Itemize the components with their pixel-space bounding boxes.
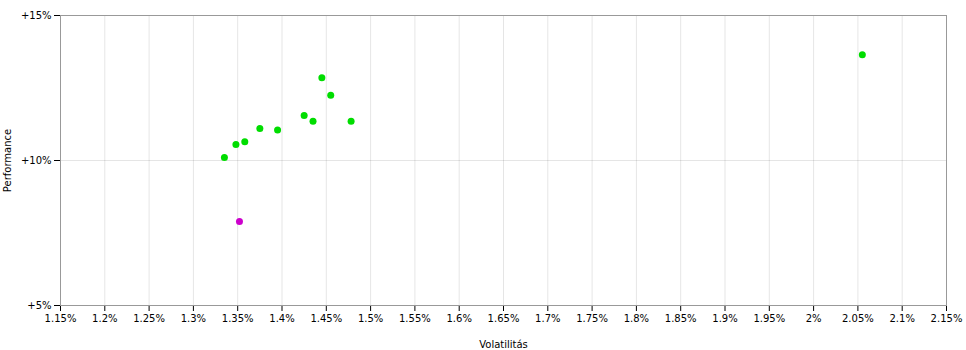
svg-text:1.6%: 1.6% — [446, 313, 471, 324]
svg-text:1.2%: 1.2% — [92, 313, 117, 324]
svg-text:1.45%: 1.45% — [310, 313, 342, 324]
svg-text:2.05%: 2.05% — [842, 313, 874, 324]
svg-text:1.7%: 1.7% — [535, 313, 560, 324]
svg-text:2%: 2% — [806, 313, 822, 324]
svg-text:Volatilitás: Volatilitás — [479, 339, 528, 350]
svg-text:1.25%: 1.25% — [133, 313, 165, 324]
svg-text:1.3%: 1.3% — [181, 313, 206, 324]
svg-text:+10%: +10% — [21, 155, 52, 166]
svg-text:1.95%: 1.95% — [753, 313, 785, 324]
svg-text:1.35%: 1.35% — [222, 313, 254, 324]
svg-text:2.15%: 2.15% — [931, 313, 963, 324]
svg-text:Performance: Performance — [2, 129, 13, 192]
svg-text:1.85%: 1.85% — [665, 313, 697, 324]
svg-text:1.8%: 1.8% — [624, 313, 649, 324]
svg-text:1.75%: 1.75% — [576, 313, 608, 324]
svg-text:1.5%: 1.5% — [358, 313, 383, 324]
svg-text:+5%: +5% — [27, 300, 51, 311]
svg-text:1.65%: 1.65% — [488, 313, 520, 324]
svg-text:1.9%: 1.9% — [712, 313, 737, 324]
svg-text:2.1%: 2.1% — [889, 313, 914, 324]
svg-text:1.4%: 1.4% — [269, 313, 294, 324]
svg-text:1.55%: 1.55% — [399, 313, 431, 324]
svg-text:1.15%: 1.15% — [45, 313, 77, 324]
svg-text:+15%: +15% — [21, 10, 52, 21]
